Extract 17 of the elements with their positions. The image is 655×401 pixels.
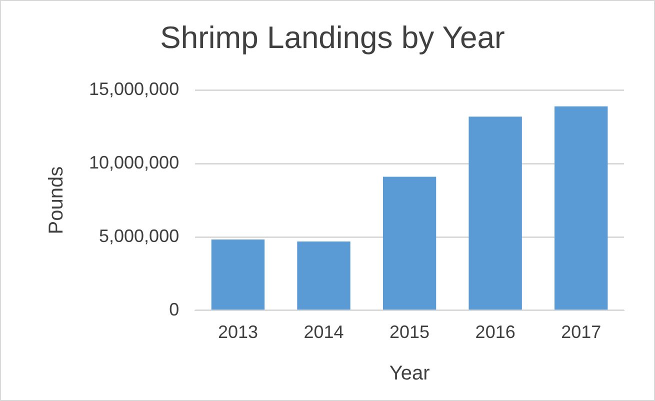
y-tick-label: 10,000,000: [88, 152, 180, 173]
x-tick-label: 2013: [218, 322, 258, 342]
bar: [297, 242, 350, 310]
y-axis-title: Pounds: [46, 166, 68, 234]
chart-title: Shrimp Landings by Year: [160, 20, 505, 56]
y-tick-label: 5,000,000: [99, 226, 180, 246]
x-tick-label: 2015: [390, 322, 430, 342]
x-tick-label: 2014: [304, 322, 344, 342]
x-tick-label: 2017: [561, 322, 602, 342]
bar: [468, 116, 522, 310]
x-axis-title: Year: [389, 362, 430, 385]
y-tick-label: 15,000,000: [88, 79, 180, 100]
bar: [554, 106, 608, 310]
y-tick-label: 0: [169, 299, 180, 320]
x-tick-label: 2016: [475, 322, 516, 342]
bar: [211, 239, 265, 310]
bar: [382, 176, 436, 310]
